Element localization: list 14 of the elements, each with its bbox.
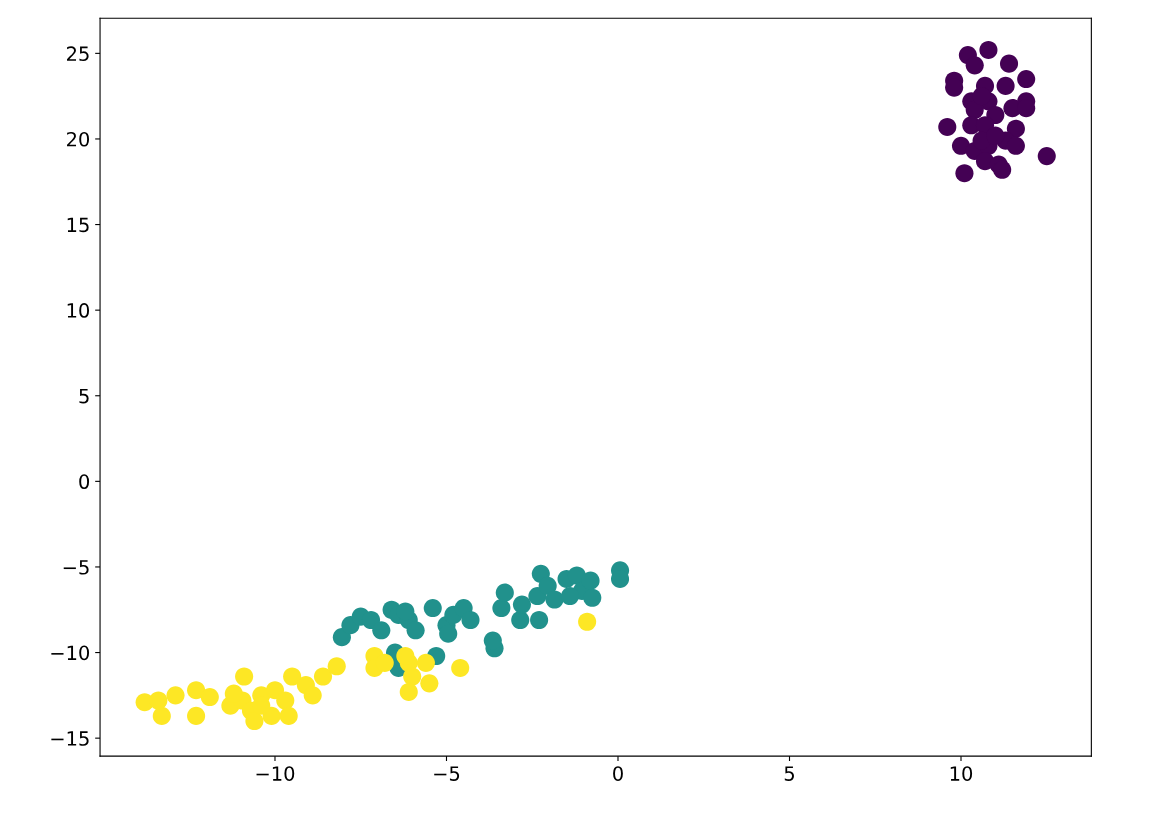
y-tick-label: 5: [79, 388, 89, 404]
y-tick-label: 10: [67, 303, 90, 318]
x-tick-label: −5: [434, 766, 460, 781]
x-tick-label: 10: [950, 766, 973, 781]
y-tick-label: −10: [51, 645, 90, 661]
y-tick-label: −15: [51, 731, 89, 746]
y-tick-label: 15: [67, 217, 89, 233]
y-tick-label: 0: [79, 474, 90, 490]
y-tick-label: 25: [67, 46, 89, 62]
x-tick-label: 5: [784, 766, 794, 781]
y-tick-label: 20: [67, 131, 90, 147]
x-tick-label: −10: [256, 766, 295, 781]
y-tick-label: −5: [63, 560, 89, 575]
x-tick-label: 0: [613, 766, 623, 781]
